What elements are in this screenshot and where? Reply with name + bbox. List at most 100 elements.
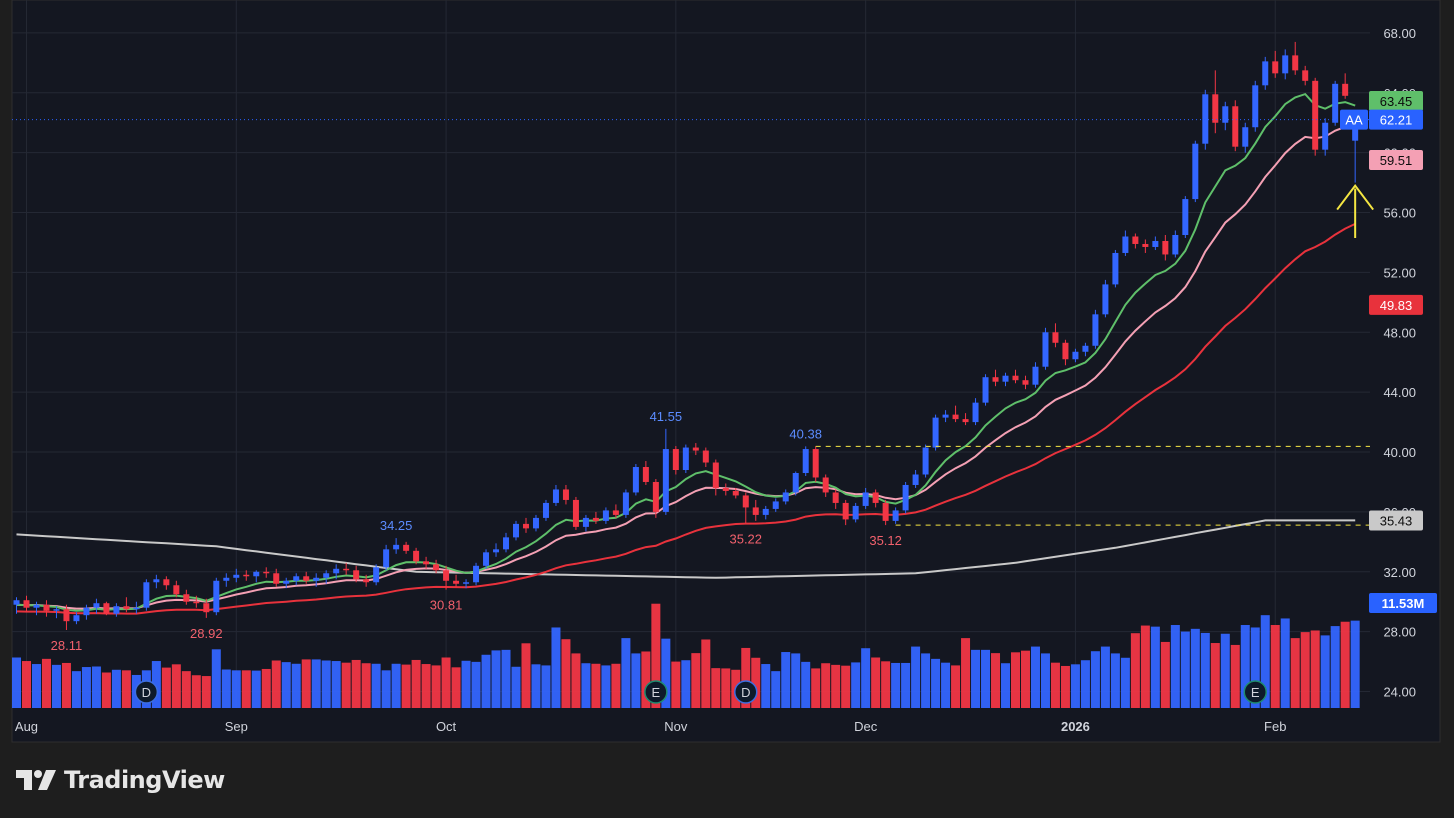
- candle[interactable]: [682, 444, 689, 473]
- candle[interactable]: [1222, 101, 1229, 131]
- candle[interactable]: [1232, 100, 1239, 152]
- candle[interactable]: [1142, 239, 1149, 253]
- candle[interactable]: [1302, 65, 1309, 86]
- candle[interactable]: [183, 589, 190, 605]
- candle[interactable]: [173, 580, 180, 598]
- candle[interactable]: [952, 405, 959, 423]
- candle[interactable]: [273, 568, 280, 587]
- candle[interactable]: [1192, 140, 1199, 203]
- candle[interactable]: [752, 499, 759, 521]
- candle[interactable]: [842, 499, 849, 526]
- candle[interactable]: [612, 504, 619, 518]
- candle[interactable]: [982, 374, 989, 406]
- candle[interactable]: [972, 398, 979, 426]
- candle[interactable]: [293, 573, 300, 586]
- candle[interactable]: [1282, 49, 1289, 80]
- candle[interactable]: [53, 606, 60, 619]
- candle[interactable]: [602, 507, 609, 524]
- earnings-marker[interactable]: E: [644, 680, 668, 704]
- candle[interactable]: [283, 577, 290, 589]
- candle[interactable]: [233, 568, 240, 583]
- candle[interactable]: [932, 414, 939, 451]
- candle[interactable]: [652, 478, 659, 518]
- candle[interactable]: [1242, 122, 1249, 153]
- candle[interactable]: [902, 481, 909, 514]
- candle[interactable]: [103, 601, 110, 616]
- candle[interactable]: [93, 598, 100, 614]
- candle[interactable]: [1122, 230, 1129, 256]
- candle[interactable]: [1152, 236, 1159, 250]
- candle[interactable]: [862, 487, 869, 509]
- candle[interactable]: [433, 559, 440, 574]
- candle[interactable]: [1172, 230, 1179, 258]
- candle[interactable]: [403, 541, 410, 554]
- candle[interactable]: [503, 532, 510, 553]
- candle[interactable]: [822, 474, 829, 497]
- candle[interactable]: [1102, 279, 1109, 318]
- candle[interactable]: [692, 443, 699, 456]
- candle[interactable]: [393, 538, 400, 554]
- candle[interactable]: [1092, 309, 1099, 349]
- candle[interactable]: [483, 549, 490, 569]
- candle[interactable]: [992, 369, 999, 387]
- candle[interactable]: [73, 612, 80, 625]
- candle[interactable]: [1002, 372, 1009, 387]
- candle[interactable]: [792, 471, 799, 496]
- candle[interactable]: [143, 579, 150, 611]
- candle[interactable]: [1112, 249, 1119, 288]
- candle[interactable]: [1272, 50, 1279, 78]
- candle[interactable]: [1252, 80, 1259, 132]
- candle[interactable]: [1332, 80, 1339, 126]
- candle[interactable]: [1322, 118, 1329, 156]
- candle[interactable]: [513, 520, 519, 541]
- candle[interactable]: [213, 577, 220, 616]
- candle[interactable]: [1212, 70, 1219, 134]
- candle[interactable]: [343, 562, 350, 575]
- candle[interactable]: [353, 565, 360, 583]
- candle[interactable]: [303, 571, 310, 584]
- candle[interactable]: [732, 487, 739, 499]
- candle[interactable]: [592, 511, 599, 524]
- candle[interactable]: [1082, 342, 1089, 357]
- dividend-marker[interactable]: D: [734, 680, 758, 704]
- candle[interactable]: [413, 547, 420, 565]
- candle[interactable]: [1022, 375, 1029, 390]
- candle[interactable]: [133, 601, 140, 614]
- candle[interactable]: [1042, 327, 1049, 370]
- candle[interactable]: [892, 507, 899, 524]
- candle[interactable]: [872, 489, 879, 508]
- candle[interactable]: [772, 498, 779, 512]
- candle[interactable]: [203, 598, 210, 618]
- candle[interactable]: [802, 446, 809, 476]
- symbol-tag[interactable]: AA: [1340, 109, 1368, 130]
- dividend-marker[interactable]: D: [134, 680, 159, 704]
- candle[interactable]: [383, 544, 390, 571]
- candle[interactable]: [333, 564, 340, 580]
- candle[interactable]: [223, 573, 230, 587]
- candle[interactable]: [662, 428, 669, 515]
- candle[interactable]: [1132, 233, 1139, 249]
- candle[interactable]: [493, 543, 500, 557]
- candle[interactable]: [912, 470, 919, 488]
- candle[interactable]: [672, 446, 679, 475]
- candle[interactable]: [1032, 362, 1039, 388]
- candle[interactable]: [423, 556, 430, 569]
- candle[interactable]: [962, 413, 969, 426]
- candle[interactable]: [63, 604, 70, 631]
- candle[interactable]: [473, 562, 480, 586]
- candle[interactable]: [163, 576, 170, 590]
- candle[interactable]: [123, 597, 130, 613]
- candle[interactable]: [83, 604, 90, 620]
- candle[interactable]: [702, 447, 709, 468]
- candle[interactable]: [622, 489, 629, 518]
- candle[interactable]: [942, 410, 949, 423]
- candle[interactable]: [832, 489, 839, 509]
- candle[interactable]: [363, 574, 370, 587]
- candle[interactable]: [552, 484, 559, 506]
- candle[interactable]: [43, 600, 50, 617]
- candle[interactable]: [582, 514, 589, 532]
- candle[interactable]: [1052, 323, 1059, 348]
- candle[interactable]: [1182, 196, 1189, 238]
- candle[interactable]: [522, 517, 529, 533]
